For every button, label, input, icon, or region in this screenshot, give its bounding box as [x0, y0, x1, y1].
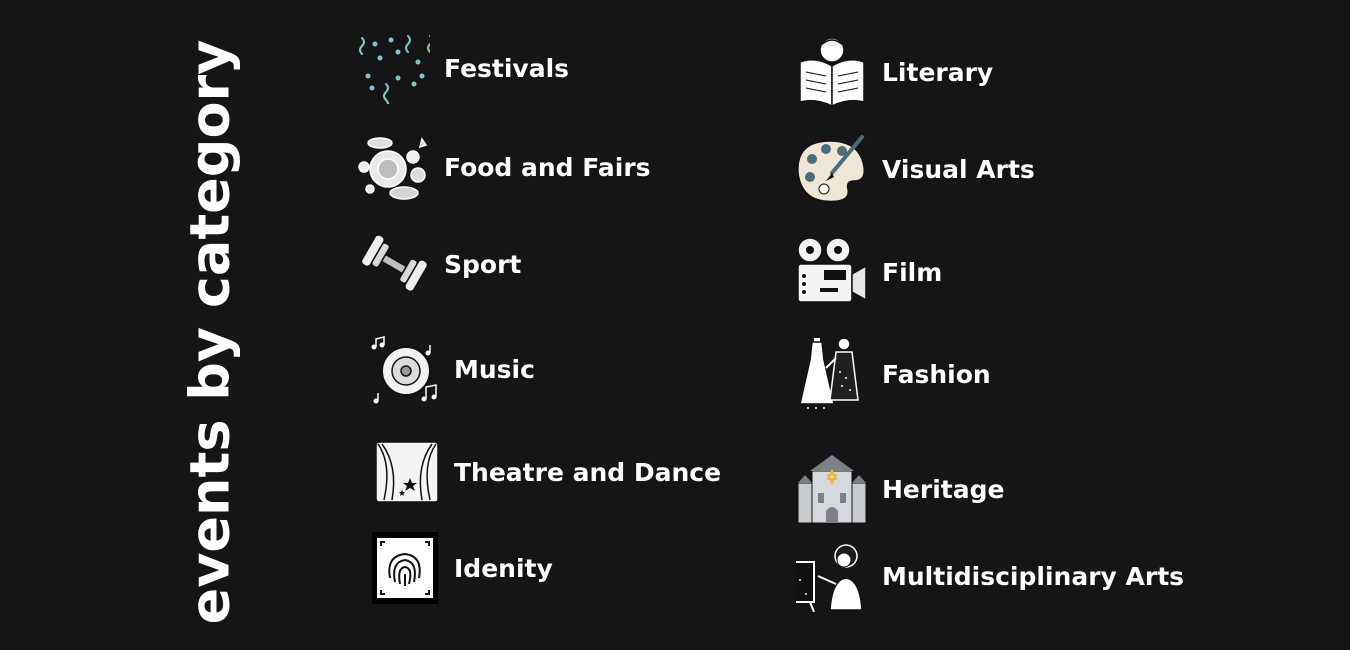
category-label: Theatre and Dance — [454, 457, 722, 487]
gong-music-icon — [368, 333, 440, 405]
category-food-and-fairs[interactable]: Food and Fairs — [358, 131, 651, 203]
category-fashion[interactable]: Fashion — [796, 338, 991, 410]
category-music[interactable]: Music — [368, 333, 535, 405]
artist-easel-icon — [796, 540, 868, 612]
category-literary[interactable]: Literary — [796, 36, 993, 108]
category-label: Festivals — [444, 53, 570, 83]
category-label: Film — [882, 257, 943, 287]
category-visual-arts[interactable]: Visual Arts — [796, 133, 1035, 205]
dress-tailor-icon — [796, 338, 868, 410]
category-film[interactable]: Film — [796, 236, 942, 308]
category-label: Music — [454, 354, 535, 384]
category-multidisciplinary-arts[interactable]: Multidisciplinary Arts — [796, 540, 1184, 612]
page-title: events by category — [178, 39, 242, 625]
category-label: Food and Fairs — [444, 152, 651, 182]
category-label: Multidisciplinary Arts — [882, 561, 1185, 591]
synagogue-icon — [796, 453, 868, 525]
paint-palette-icon — [796, 133, 868, 205]
category-sport[interactable]: Sport — [358, 228, 521, 300]
category-label: Heritage — [882, 474, 1005, 504]
stage-curtain-icon — [368, 436, 440, 508]
category-heritage[interactable]: Heritage — [796, 453, 1004, 525]
film-projector-icon — [796, 236, 868, 308]
category-label: Idenity — [454, 553, 553, 583]
category-festivals[interactable]: Festivals — [358, 32, 569, 104]
category-theatre-and-dance[interactable]: Theatre and Dance — [368, 436, 721, 508]
category-label: Sport — [444, 249, 522, 279]
category-label: Fashion — [882, 359, 991, 389]
food-platter-icon — [358, 131, 430, 203]
category-label: Literary — [882, 57, 994, 87]
reading-book-icon — [796, 36, 868, 108]
dumbbell-icon — [358, 228, 430, 300]
confetti-icon — [358, 32, 430, 104]
fingerprint-icon — [368, 532, 440, 604]
category-label: Visual Arts — [882, 154, 1035, 184]
category-idenity[interactable]: Idenity — [368, 532, 553, 604]
